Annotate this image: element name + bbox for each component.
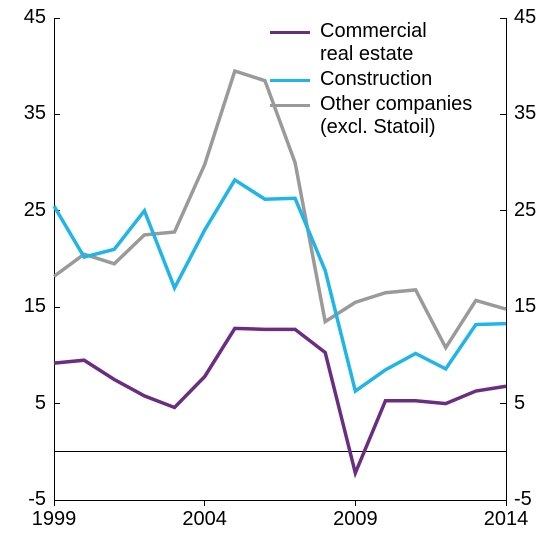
legend-row: Commercialreal estate xyxy=(270,20,472,66)
legend-row: Other companies(excl. Statoil) xyxy=(270,93,472,139)
legend-swatch xyxy=(270,79,310,82)
series-commercial-real-estate xyxy=(54,328,506,473)
legend-label: Construction xyxy=(320,68,432,91)
legend-row: Construction xyxy=(270,68,472,91)
legend-swatch xyxy=(270,104,310,107)
line-chart: -5-55515152525353545451999200420092014Co… xyxy=(0,0,560,560)
legend-label: Other companies(excl. Statoil) xyxy=(320,93,472,139)
legend: Commercialreal estateConstructionOther c… xyxy=(270,20,472,141)
series-construction xyxy=(54,180,506,391)
legend-label: Commercialreal estate xyxy=(320,20,427,66)
legend-swatch xyxy=(270,31,310,34)
